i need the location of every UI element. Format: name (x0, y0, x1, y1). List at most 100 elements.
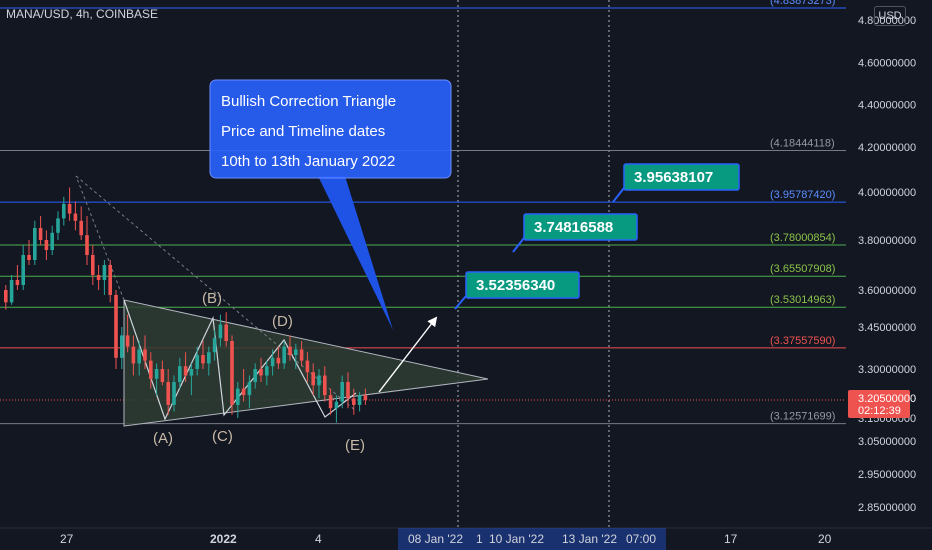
time-tick-4: 4 (315, 532, 322, 546)
candle-17 (102, 260, 107, 295)
price-level-label-2: (3.95787420) (770, 189, 835, 201)
price-axis[interactable]: 4.80000000 4.60000000 4.40000000 4.20000000… (846, 0, 932, 528)
current-price-value: 3.20500000 (858, 393, 916, 405)
candle-61 (357, 391, 362, 412)
candle-43 (253, 363, 257, 389)
candle-5 (33, 220, 37, 265)
candle-21 (125, 314, 130, 353)
candle-19 (114, 290, 118, 369)
price-tick-3: 4.20000000 (858, 142, 916, 154)
candle-32 (189, 363, 194, 396)
price-tick-5: 3.80000000 (858, 235, 916, 247)
time-tick-20: 20 (818, 532, 832, 546)
candle-59 (346, 372, 350, 409)
candle-60 (352, 388, 356, 415)
candle-16 (96, 265, 101, 290)
time-axis-background (0, 528, 932, 550)
price-tick-12: 2.85000000 (858, 502, 916, 514)
price-tick-10: 3.05000000 (858, 436, 916, 448)
candle-22 (131, 335, 136, 376)
candle-51 (299, 341, 304, 367)
time-label-13-jan: 13 Jan '22 (562, 532, 617, 546)
candle-24 (143, 335, 147, 369)
target-labels: 3.52356340 3.74816588 3.95638107 (454, 163, 740, 310)
candle-6 (38, 216, 43, 245)
candle-42 (247, 375, 252, 409)
candle-48 (282, 341, 286, 369)
candle-11 (67, 187, 72, 221)
target-3-pointer (612, 187, 625, 203)
time-label-10-jan: 10 Jan '22 (489, 532, 544, 546)
wave-labels: (B) (D) (A) (C) (E) (153, 290, 365, 454)
candle-62 (363, 388, 368, 405)
candle-56 (328, 388, 333, 415)
candle-50 (294, 343, 298, 369)
candle-53 (311, 363, 315, 396)
countdown-timer: 02:12:39 (858, 405, 901, 417)
abcde-wave-path (123, 299, 357, 421)
price-level-label-7: (3.12571699) (770, 411, 835, 423)
price-tick-0: 4.80000000 (858, 15, 916, 27)
candle-8 (50, 225, 54, 255)
triangle-pattern (75, 175, 489, 427)
currency-button[interactable]: USD (874, 6, 906, 26)
price-level-label-6: (3.37557590) (770, 335, 835, 347)
candle-39 (230, 335, 234, 415)
target-2-pointer (512, 237, 525, 253)
price-level-label-5: (3.53014963) (770, 294, 835, 306)
wave-label-c: (C) (212, 428, 233, 445)
candle-40 (236, 382, 240, 418)
candle-34 (201, 341, 205, 369)
current-price-tag-box (848, 390, 910, 419)
candle-14 (85, 216, 89, 265)
price-tick-6: 3.60000000 (858, 285, 916, 297)
target-3-box (623, 163, 740, 191)
candle-23 (137, 341, 141, 376)
candle-7 (44, 230, 49, 260)
price-level-label-0: (4.83873273) (770, 0, 835, 7)
price-level-label-1: (4.18444118) (770, 138, 835, 150)
candle-41 (241, 369, 246, 402)
candle-57 (334, 395, 339, 423)
symbol-title[interactable]: MANA/USD, 4h, COINBASE (6, 7, 159, 21)
candle-9 (56, 211, 60, 240)
candle-30 (178, 357, 182, 389)
price-tick-8: 3.30000000 (858, 364, 916, 376)
time-label-0700: 07:00 (626, 532, 656, 546)
candle-2 (15, 265, 20, 290)
candle-36 (212, 329, 217, 361)
time-tick-17: 17 (724, 532, 738, 546)
price-tick-7: 3.45000000 (858, 322, 916, 334)
callout-line-1: Bullish Correction Triangle (221, 93, 396, 110)
price-level-label-4: (3.65507908) (770, 263, 835, 275)
wave-label-e: (E) (345, 437, 365, 454)
wave-label-d: (D) (272, 313, 293, 330)
candle-26 (154, 363, 159, 396)
candle-55 (323, 366, 327, 402)
callout-line-2: Price and Timeline dates (221, 123, 385, 140)
price-tick-4: 4.00000000 (858, 187, 916, 199)
time-tick-27: 27 (60, 532, 74, 546)
target-1-value: 3.52356340 (476, 277, 555, 294)
time-label-1: 1 (476, 532, 483, 546)
candlestick-series (4, 187, 368, 423)
candle-31 (183, 352, 188, 383)
candle-25 (149, 352, 153, 389)
price-tick-1: 4.60000000 (858, 57, 916, 69)
candle-27 (160, 360, 165, 386)
candle-45 (265, 360, 269, 386)
candle-44 (259, 357, 263, 383)
candle-0 (4, 285, 8, 310)
wave-label-a: (A) (153, 430, 173, 447)
time-axis[interactable]: 27 2022 4 08 Jan '22 1 10 Jan '22 13 Jan… (0, 527, 932, 550)
triangle-prior-leg (75, 175, 357, 412)
candle-1 (9, 275, 14, 305)
wave-label-b: (B) (202, 290, 222, 307)
price-tick-11: 2.95000000 (858, 469, 916, 481)
price-level-label-3: (3.78000854) (770, 232, 835, 244)
callout-line-3: 10th to 13th January 2022 (221, 153, 395, 170)
candle-12 (73, 201, 78, 231)
breakout-projection (378, 316, 438, 393)
target-1-pointer (454, 295, 467, 310)
